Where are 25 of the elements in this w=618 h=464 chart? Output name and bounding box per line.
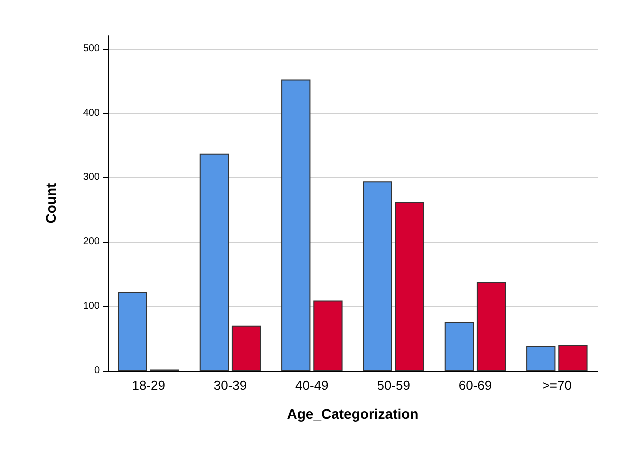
y-tick-label: 0 — [94, 366, 100, 376]
x-tick-label: 60-69 — [458, 378, 492, 393]
x-tick-label: >=70 — [542, 378, 572, 393]
bar — [395, 202, 424, 371]
bar — [363, 182, 392, 371]
x-axis-title: Age_Categorization — [287, 406, 419, 422]
x-tick-label: 40-49 — [296, 378, 329, 393]
y-tick-label: 200 — [83, 236, 100, 248]
bar — [558, 345, 588, 371]
y-tick-label: 100 — [83, 301, 100, 312]
bar — [444, 322, 474, 371]
bar — [200, 154, 230, 371]
bar — [282, 80, 311, 371]
y-tick-label: 300 — [83, 172, 100, 184]
y-axis-title: Count — [43, 182, 59, 224]
bar — [314, 300, 343, 371]
x-tick-label: 30-39 — [214, 378, 248, 393]
y-tick-label: 400 — [83, 108, 100, 119]
x-tick-label: 50-59 — [377, 378, 410, 393]
bar — [118, 292, 148, 371]
bar — [232, 326, 262, 371]
bar — [526, 346, 556, 371]
x-tick-label: 18-29 — [132, 378, 166, 393]
bar — [476, 282, 506, 371]
y-tick-label: 500 — [83, 43, 100, 54]
